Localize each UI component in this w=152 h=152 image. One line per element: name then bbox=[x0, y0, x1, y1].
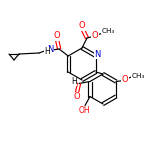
Text: O: O bbox=[122, 75, 128, 84]
Text: O: O bbox=[92, 31, 98, 40]
Text: CH₃: CH₃ bbox=[131, 73, 145, 78]
Text: O: O bbox=[79, 21, 85, 31]
Text: O: O bbox=[74, 92, 80, 101]
Text: N: N bbox=[94, 50, 100, 59]
Text: H: H bbox=[71, 77, 77, 86]
Text: OH: OH bbox=[78, 106, 90, 115]
Text: H: H bbox=[44, 47, 50, 56]
Text: O: O bbox=[54, 31, 60, 40]
Text: CH₃: CH₃ bbox=[101, 28, 115, 34]
Text: N: N bbox=[47, 45, 53, 55]
